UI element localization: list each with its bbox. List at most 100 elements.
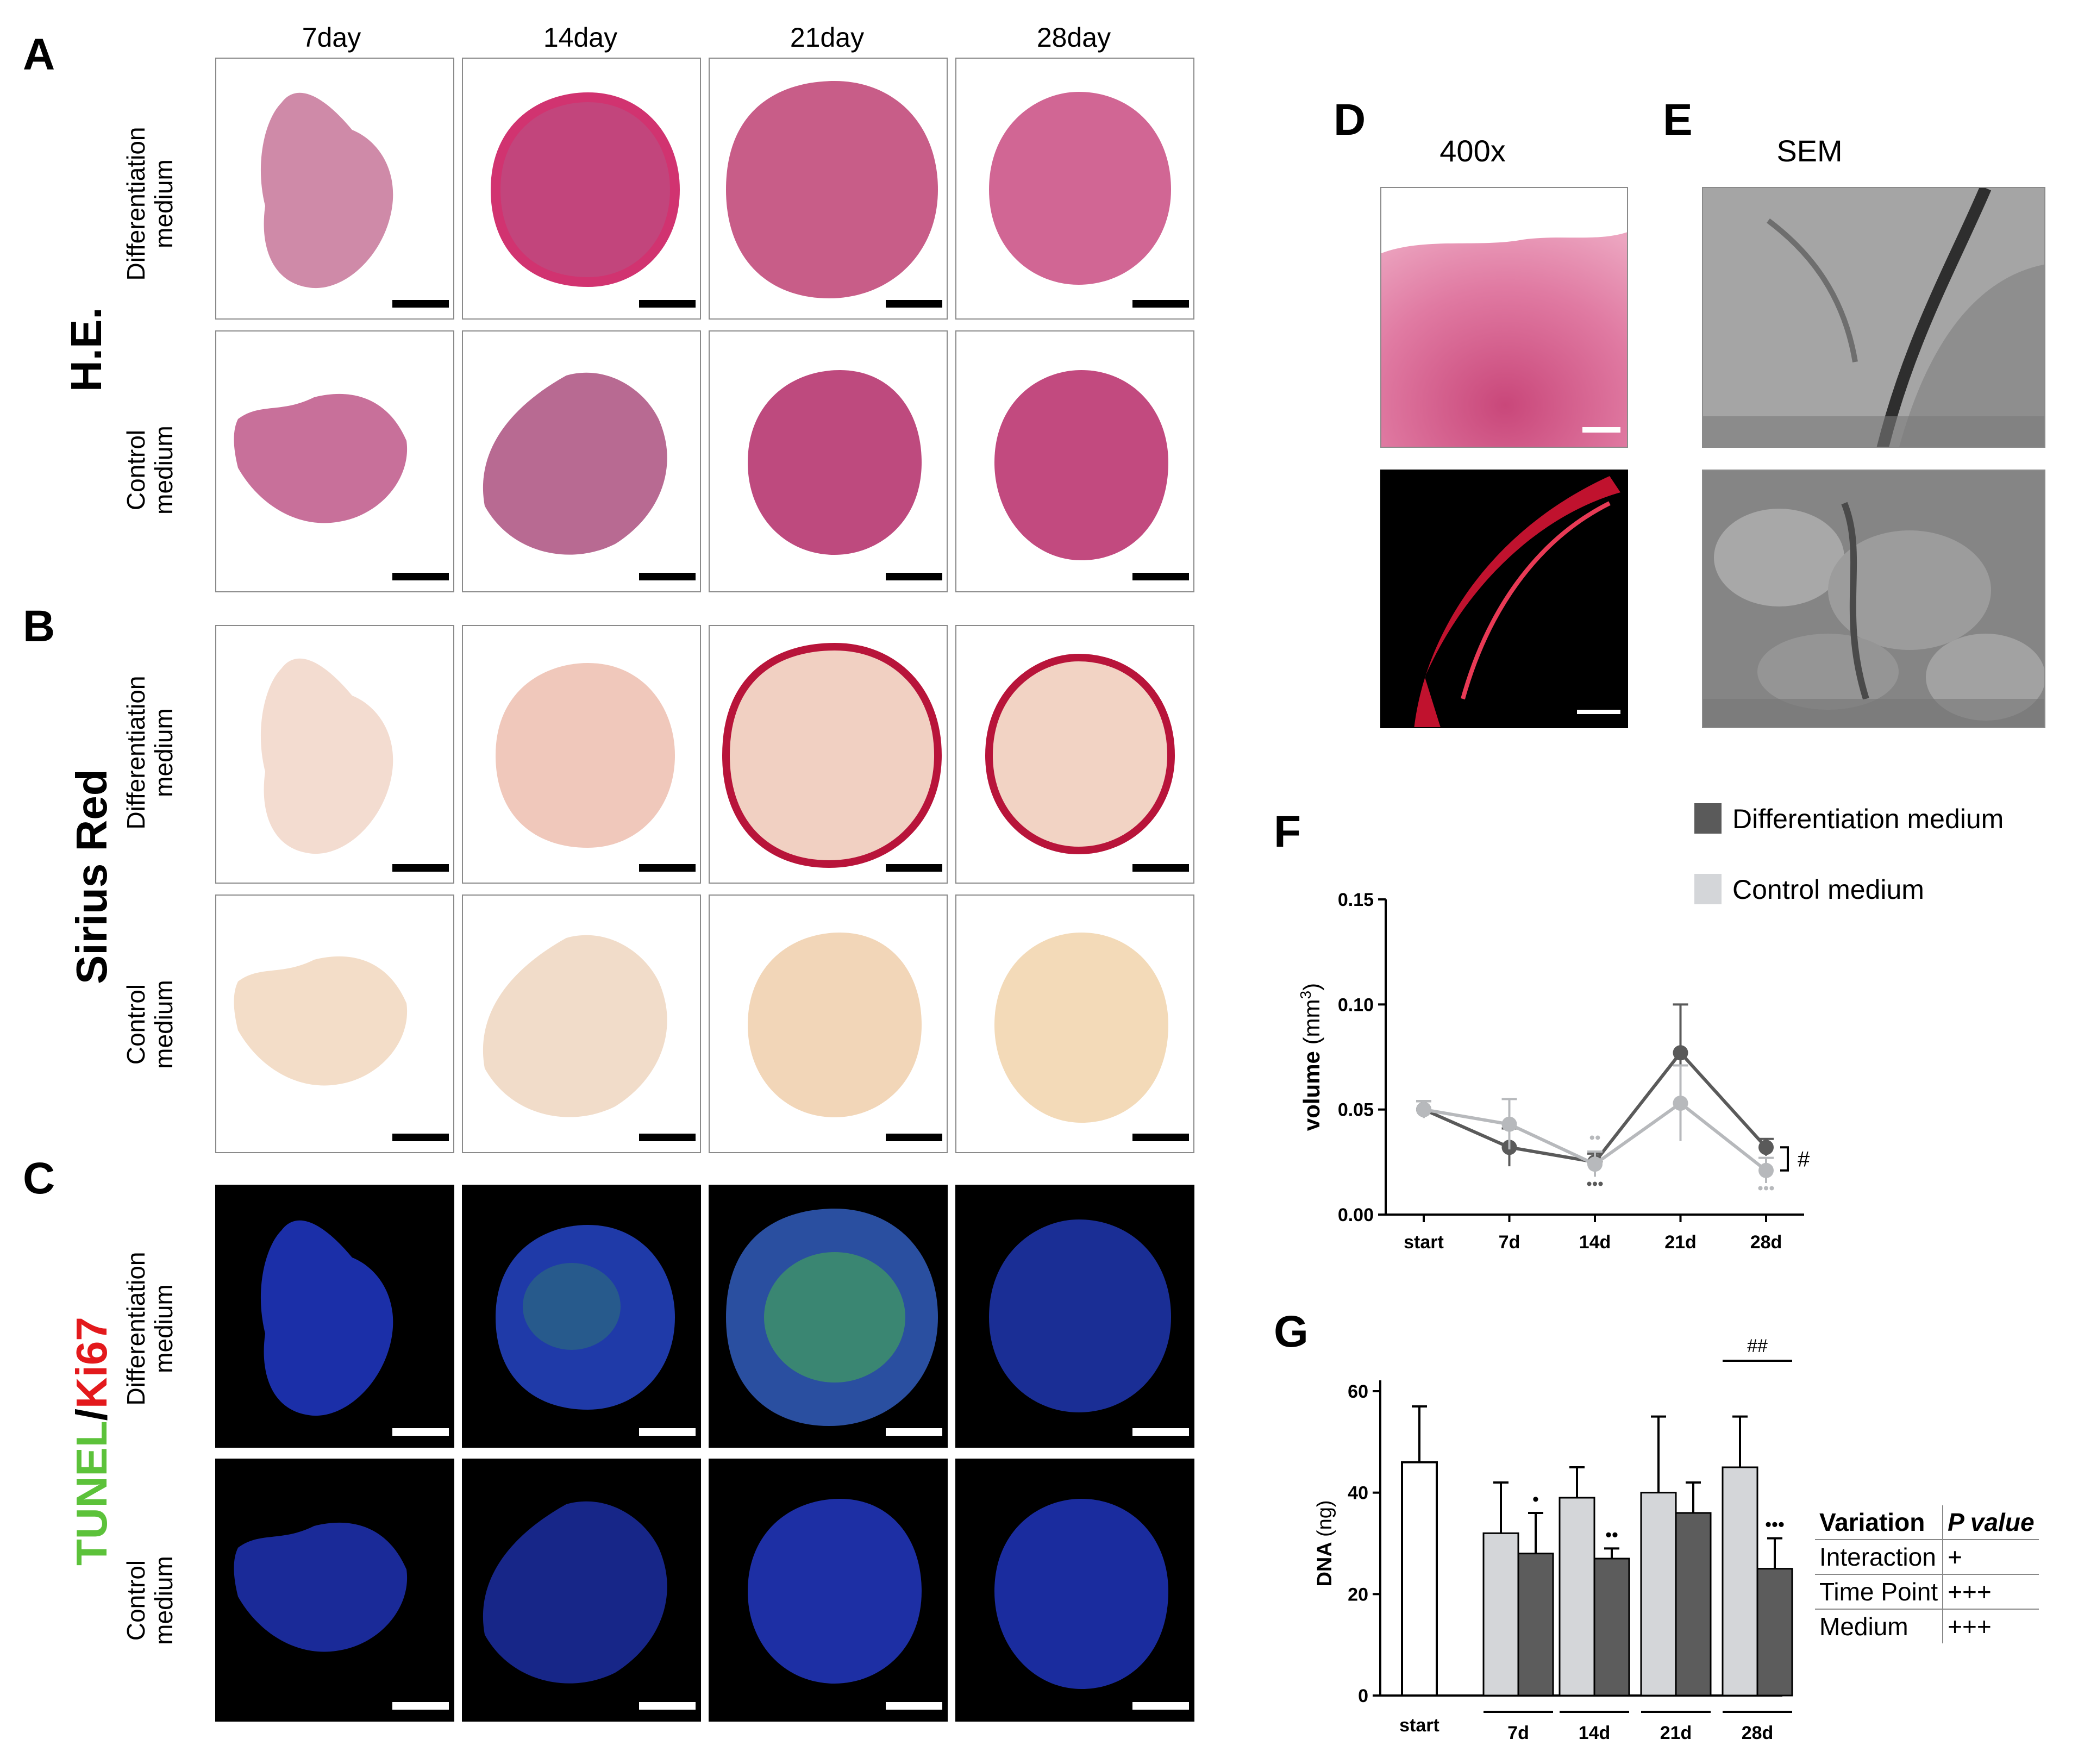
tunel-label: TUNEL xyxy=(67,1421,116,1566)
micrograph-tunel-ctrl-28day xyxy=(955,1459,1194,1722)
micrograph-sirius-ctrl-28day xyxy=(955,894,1194,1153)
data-point xyxy=(1758,1162,1774,1178)
micrograph-he-ctrl-14day xyxy=(462,330,701,592)
y-tick-label: 0.10 xyxy=(1338,994,1374,1015)
x-tick-label: 21d xyxy=(1664,1232,1697,1253)
sig-marker-28d-bottom: ••• xyxy=(1757,1179,1775,1197)
panel-label-g: G xyxy=(1274,1307,1309,1356)
legend-swatch-ctrl xyxy=(1694,874,1722,904)
scale-bar xyxy=(392,300,449,308)
ki67-label: Ki67 xyxy=(67,1317,116,1409)
tissue-section xyxy=(989,92,1171,285)
y-tick-label: 60 xyxy=(1348,1381,1368,1402)
micrograph-tunel-diff-14day xyxy=(462,1185,701,1448)
column-title-7day: 7day xyxy=(302,22,361,53)
micrograph-he-diff-21day xyxy=(709,58,948,320)
tissue-section xyxy=(748,370,922,555)
legend-label-diff: Differentiation medium xyxy=(1732,804,2004,834)
micrograph-sirius-diff-28day xyxy=(955,625,1194,884)
scale-bar xyxy=(1132,1702,1189,1710)
micrograph-he-diff-14day xyxy=(462,58,701,320)
table-header-row: Variation P value xyxy=(1815,1505,2039,1540)
x-tick-label: 7d xyxy=(1507,1723,1529,1743)
panel-d-polarized-svg xyxy=(1414,476,1620,727)
stain-label-sirius-red: Sirius Red xyxy=(67,769,116,984)
tissue-section xyxy=(989,1219,1171,1412)
sig-marker-14d: •• xyxy=(1605,1524,1618,1545)
scale-bar xyxy=(639,573,696,580)
scale-bar xyxy=(392,1428,449,1436)
x-tick-label: start xyxy=(1404,1232,1444,1253)
scale-bar xyxy=(1132,300,1189,308)
data-point xyxy=(1673,1096,1688,1111)
tissue-section xyxy=(994,933,1168,1123)
panel-d-he-400x-svg xyxy=(1381,232,1627,447)
tissue-section xyxy=(748,1499,922,1684)
data-point xyxy=(1587,1156,1603,1172)
stain-label-tunel-ki67: TUNEL/Ki67 xyxy=(67,1317,116,1566)
table-cell: Medium xyxy=(1815,1609,1944,1643)
y-tick-label: 40 xyxy=(1348,1483,1368,1504)
micrograph-he-diff-7day xyxy=(215,58,454,320)
micrograph-tunel-ctrl-21day xyxy=(709,1459,948,1722)
table-cell: +++ xyxy=(1948,1612,1992,1641)
micrograph-he-ctrl-21day xyxy=(709,330,948,592)
table-cell: +++ xyxy=(1943,1574,2039,1610)
table-header-variation: Variation xyxy=(1815,1505,1944,1540)
tissue-section xyxy=(483,935,667,1117)
table-cell: Interaction xyxy=(1815,1540,1944,1575)
y-tick-label: 0.15 xyxy=(1338,890,1374,910)
x-tick-label: 14d xyxy=(1579,1723,1611,1743)
data-point xyxy=(1758,1140,1774,1155)
scale-bar xyxy=(1132,864,1189,872)
tissue-section xyxy=(260,1220,393,1416)
micrograph-tunel-ctrl-7day xyxy=(215,1459,454,1722)
scale-bar xyxy=(639,1428,696,1436)
data-point xyxy=(1416,1102,1431,1117)
micrograph-he-ctrl-28day xyxy=(955,330,1194,592)
micrograph-tunel-diff-7day xyxy=(215,1185,454,1448)
scale-bar xyxy=(639,864,696,872)
tissue-section xyxy=(483,1501,667,1684)
tissue-section xyxy=(260,658,393,854)
row-label-diff-he: Differentiation medium xyxy=(122,127,178,281)
table-cell: Time Point xyxy=(1815,1574,1944,1610)
y-tick-label: 0.00 xyxy=(1338,1205,1374,1225)
panel-label-f: F xyxy=(1274,807,1301,856)
legend-label-ctrl: Control medium xyxy=(1732,874,1924,905)
x-tick-label: 21d xyxy=(1660,1723,1692,1743)
scale-bar xyxy=(1132,1428,1189,1436)
bar-ctrl-28d xyxy=(1722,1466,1758,1697)
bar-diff-21d xyxy=(1675,1512,1712,1697)
panel-label-d: D xyxy=(1334,95,1366,145)
tissue-section xyxy=(726,647,938,864)
tissue-section xyxy=(260,92,393,289)
tissue-section xyxy=(989,658,1171,850)
scale-bar xyxy=(1577,710,1620,714)
column-title-28day: 28day xyxy=(1036,22,1111,53)
panel-label-b: B xyxy=(23,602,55,651)
micrograph-sirius-ctrl-7day xyxy=(215,894,454,1153)
panel-e-sem-image-bottom xyxy=(1702,470,2045,728)
row-label-ctrl-sirius: Control medium xyxy=(122,980,178,1069)
hash-marker-28d: ## xyxy=(1747,1336,1768,1356)
bar-diff-14d xyxy=(1593,1557,1630,1697)
tissue-section xyxy=(496,97,675,282)
x-tick-label: 14d xyxy=(1579,1232,1611,1253)
panel-e-sem-bottom-svg xyxy=(1703,471,2044,727)
panel-label-a: A xyxy=(23,30,55,79)
y-tick-label: 20 xyxy=(1348,1584,1368,1605)
row-label-ctrl-tunel: Control medium xyxy=(122,1556,178,1645)
scale-bar xyxy=(1582,427,1620,433)
scale-bar xyxy=(886,864,942,872)
scale-bar xyxy=(886,300,942,308)
y-tick-label: 0 xyxy=(1358,1686,1368,1706)
y-axis-label: DNA (ng) xyxy=(1313,1500,1336,1586)
row-label-diff-sirius: Differentiation medium xyxy=(122,675,178,830)
bar-start xyxy=(1401,1461,1438,1697)
slash-label: / xyxy=(67,1409,116,1421)
panel-d-sirius-polarized-image xyxy=(1380,470,1628,728)
sig-marker-28d: ••• xyxy=(1765,1515,1785,1535)
scale-bar xyxy=(392,573,449,580)
x-tick-label: 7d xyxy=(1499,1232,1520,1253)
